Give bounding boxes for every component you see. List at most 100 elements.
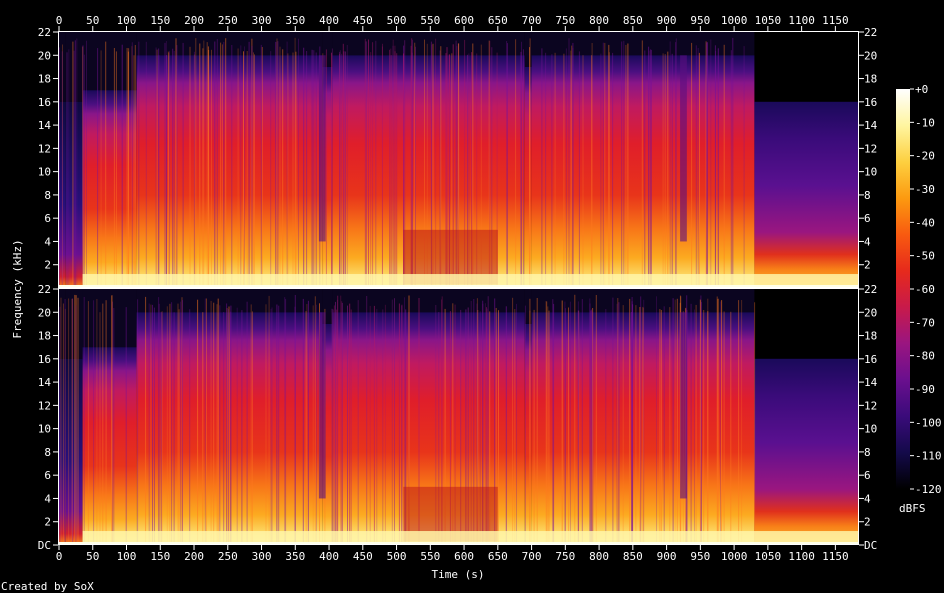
spectrogram-streak bbox=[691, 42, 693, 289]
spectrogram-streak bbox=[127, 51, 129, 288]
spectrogram-streak bbox=[223, 41, 225, 289]
spectrogram-streak bbox=[720, 301, 721, 545]
spectrogram-streak bbox=[625, 45, 627, 288]
colorbar-tick-label: -20 bbox=[915, 150, 935, 163]
y-tick-label: 20 bbox=[864, 306, 877, 319]
spectrogram-streak bbox=[339, 50, 341, 289]
y-tick-label: 22 bbox=[864, 283, 877, 296]
spectrogram-streak bbox=[401, 305, 403, 545]
spectrogram-streak bbox=[294, 306, 296, 545]
x-axis-bottom-labels: 0 50 100 150 200 250 300 350 400 450 500 550 600 650 7… bbox=[56, 550, 849, 563]
spectrogram-streak bbox=[134, 45, 136, 288]
spectrogram-streak bbox=[250, 304, 252, 545]
spectrogram-streak bbox=[131, 46, 133, 289]
spectrogram-streak bbox=[454, 304, 456, 545]
spectrogram-streak bbox=[464, 39, 466, 289]
spectrogram-streak bbox=[251, 311, 253, 545]
spectrogram-streak bbox=[569, 301, 571, 545]
spectrogram-streak bbox=[202, 48, 204, 288]
dc-line bbox=[59, 285, 859, 288]
spectrogram-streak bbox=[706, 42, 708, 289]
spectrogram-streak bbox=[204, 298, 206, 545]
colorbar-label: dBFS bbox=[899, 502, 926, 515]
spectrogram-streak bbox=[71, 298, 73, 545]
spectrogram-streak bbox=[438, 312, 440, 545]
y-tick-label: 12 bbox=[38, 142, 51, 155]
spectrogram-streak bbox=[375, 40, 377, 288]
spectrogram-streak bbox=[522, 49, 524, 288]
spectrogram-streak bbox=[251, 45, 253, 288]
x-tick-label: 450 bbox=[353, 14, 373, 27]
spectrogram-streak bbox=[112, 301, 113, 545]
spectrogram-streak bbox=[62, 303, 64, 545]
spectrogram-streak bbox=[72, 298, 73, 545]
spectrogram-streak bbox=[717, 298, 719, 545]
spectrogram-streak bbox=[715, 51, 717, 288]
y-tick-label: 12 bbox=[38, 399, 51, 412]
y-tick-label: 10 bbox=[38, 166, 51, 179]
spectrogram-streak bbox=[160, 312, 162, 545]
spectrogram-streak bbox=[441, 296, 443, 545]
spectrogram-streak bbox=[82, 45, 84, 289]
spectrogram-streak bbox=[392, 45, 394, 288]
y-tick-label: 18 bbox=[38, 330, 51, 343]
spectrogram-streak bbox=[448, 54, 450, 289]
x-tick-label: 650 bbox=[488, 14, 508, 27]
spectrogram-streak bbox=[484, 303, 486, 545]
spectrogram-streak bbox=[343, 51, 345, 288]
spectrogram-streak bbox=[698, 52, 700, 289]
spectrogram-streak bbox=[545, 52, 547, 288]
spectrogram-streak bbox=[618, 302, 620, 545]
spectrogram-streak bbox=[254, 54, 255, 289]
spectrogram-haze bbox=[531, 32, 755, 56]
x-tick-label: 50 bbox=[86, 550, 99, 563]
x-tick-label: 550 bbox=[420, 550, 440, 563]
spectrogram-streak bbox=[452, 44, 454, 288]
spectrogram-streak bbox=[202, 312, 204, 545]
spectrogram-streak bbox=[631, 301, 633, 545]
spectrogram-streak bbox=[276, 38, 278, 288]
spectrogram-streak bbox=[410, 45, 412, 288]
spectrogram-streak bbox=[671, 53, 673, 288]
spectrogram-streak bbox=[529, 47, 530, 288]
spectrogram-streak bbox=[370, 52, 372, 288]
x-tick-label: 150 bbox=[150, 14, 170, 27]
x-tick-label: 0 bbox=[56, 550, 63, 563]
spectrogram-segment bbox=[65, 101, 83, 288]
spectrogram-streak bbox=[161, 311, 163, 545]
spectrogram-streak bbox=[181, 300, 183, 545]
x-tick-label: 500 bbox=[387, 14, 407, 27]
spectrogram-streak bbox=[489, 40, 491, 288]
spectrogram-streak bbox=[341, 301, 343, 545]
spectrogram-streak bbox=[568, 307, 569, 545]
spectrogram-streak bbox=[553, 303, 555, 545]
spectrogram-streak bbox=[384, 304, 386, 545]
spectrogram-streak bbox=[561, 300, 563, 545]
channel-2-frame bbox=[58, 288, 859, 545]
spectrogram-streak bbox=[261, 47, 263, 288]
spectrogram-streak bbox=[529, 298, 531, 545]
spectrogram-segment bbox=[59, 101, 66, 288]
spectrogram-streak bbox=[476, 303, 478, 545]
spectrogram-streak bbox=[189, 309, 191, 545]
spectrogram-streak bbox=[171, 302, 173, 545]
spectrogram-streak bbox=[717, 48, 719, 288]
spectrogram-segment bbox=[524, 66, 532, 289]
spectrogram-streak bbox=[133, 55, 135, 288]
x-tick-label: 50 bbox=[86, 14, 99, 27]
spectrogram-streak bbox=[716, 296, 718, 545]
spectrogram-haze bbox=[136, 289, 323, 313]
spectrogram-streak bbox=[368, 39, 369, 288]
spectrogram-streak bbox=[346, 45, 348, 288]
x-tick-label: 1000 bbox=[721, 14, 748, 27]
y-tick-label: 8 bbox=[864, 446, 871, 459]
spectrogram-streak bbox=[699, 299, 701, 545]
spectrogram-streak bbox=[446, 47, 448, 288]
colorbar-tick-label: -90 bbox=[915, 383, 935, 396]
spectrogram-streak bbox=[707, 42, 708, 289]
spectrogram-streak bbox=[369, 305, 371, 545]
x-tick-label: 750 bbox=[555, 550, 575, 563]
spectrogram-streak bbox=[491, 47, 493, 289]
y-tick-label: 2 bbox=[864, 259, 871, 272]
spectrogram-streak bbox=[83, 297, 85, 545]
